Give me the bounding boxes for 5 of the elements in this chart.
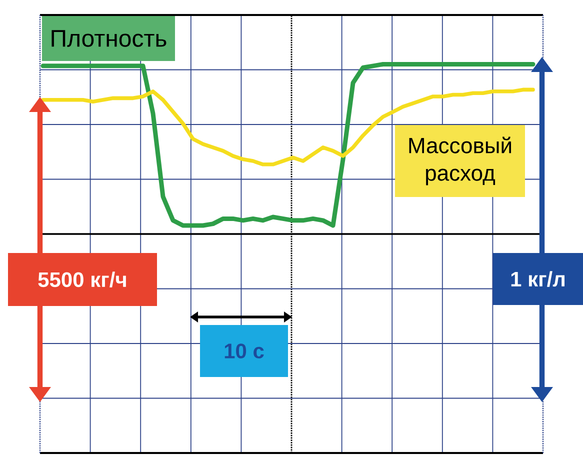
text: 10 с — [224, 344, 264, 358]
text: 5500 кг/ч — [38, 272, 126, 288]
series-label: Массовый расход — [409, 136, 512, 186]
text: 1 кг/л — [511, 271, 564, 287]
series-label: Плотность — [52, 30, 166, 47]
